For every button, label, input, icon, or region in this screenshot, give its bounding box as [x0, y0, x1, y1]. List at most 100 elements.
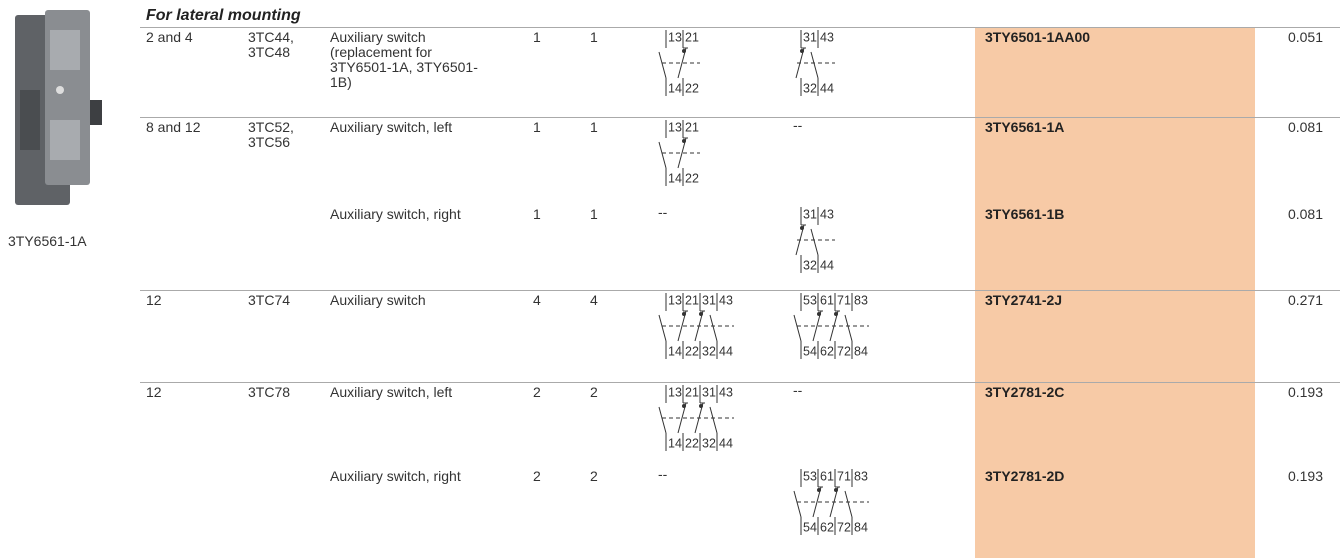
row-separator — [140, 117, 1340, 118]
terminal-label: 54 — [803, 344, 817, 358]
terminal-label: 43 — [719, 293, 733, 307]
order-number: 3TY6561-1A — [985, 119, 1065, 135]
nc-blade — [677, 137, 687, 169]
terminal-label: 43 — [719, 385, 733, 399]
no-count: 1 — [533, 119, 541, 135]
terminal-label: 72 — [837, 520, 851, 534]
nc-dot — [699, 312, 703, 316]
no-blade — [709, 314, 718, 342]
description: Auxiliary switch, right — [330, 468, 461, 484]
sizes: 12 — [146, 384, 162, 400]
nc-blade — [694, 402, 704, 434]
terminal-label: 31 — [803, 207, 817, 221]
terminal-label: 31 — [702, 385, 716, 399]
nc-blade — [812, 486, 822, 518]
terminal-label: 13 — [668, 30, 682, 44]
no-blade — [658, 314, 667, 342]
nc-count: 1 — [590, 119, 598, 135]
no-blade — [793, 314, 802, 342]
order-number: 3TY6501-1AA00 — [985, 29, 1091, 45]
terminal-label: 44 — [820, 258, 834, 272]
row-separator — [140, 27, 1340, 28]
contact-diagram: 13 14 21 22 31 32 43 44 — [658, 385, 734, 451]
description: Auxiliary switch (replacement for 3TY650… — [330, 29, 478, 90]
product-image — [15, 10, 102, 205]
nc-blade — [829, 310, 839, 342]
contact-diagram: 13 14 21 22 — [658, 30, 700, 96]
description: Auxiliary switch, left — [330, 384, 453, 400]
terminal-label: 54 — [803, 520, 817, 534]
sizes: 2 and 4 — [146, 29, 193, 45]
no-count: 1 — [533, 29, 541, 45]
nc-count: 4 — [590, 292, 598, 308]
nc-blade — [677, 47, 687, 79]
terminal-label: 21 — [685, 293, 699, 307]
no-blade — [709, 406, 718, 434]
contact-diagram: 13 14 21 22 31 32 43 44 — [658, 293, 734, 359]
nc-dot — [817, 312, 821, 316]
terminal-label: 44 — [719, 344, 733, 358]
terminal-label: 71 — [837, 293, 851, 307]
terminal-label: 53 — [803, 293, 817, 307]
terminal-label: 21 — [685, 30, 699, 44]
contact-diagram: 13 14 21 22 — [658, 120, 700, 186]
contactors: 3TC44, 3TC48 — [248, 29, 294, 60]
nc-blade — [795, 47, 805, 79]
terminal-label: 32 — [803, 258, 817, 272]
contactors: 3TC52, 3TC56 — [248, 119, 294, 150]
terminal-label: 14 — [668, 171, 682, 185]
terminal-label: 14 — [668, 344, 682, 358]
row-separator — [140, 382, 1340, 383]
terminal-label: 84 — [854, 520, 868, 534]
weight: 0.081 — [1287, 206, 1323, 222]
terminal-label: 22 — [685, 81, 699, 95]
contactors: 3TC78 — [248, 384, 291, 400]
terminal-label: 13 — [668, 293, 682, 307]
contact-diagram: 31 32 43 44 — [795, 207, 835, 273]
contact-diagram: 53 54 61 62 71 72 83 84 — [793, 469, 869, 535]
nc-count: 2 — [590, 468, 598, 484]
nc-count: 2 — [590, 384, 598, 400]
terminal-label: 62 — [820, 520, 834, 534]
weight: 0.051 — [1287, 29, 1323, 45]
nc-blade — [829, 486, 839, 518]
order-number: 3TY2781-2C — [985, 384, 1065, 400]
no-blade — [810, 51, 819, 79]
terminal-label: 21 — [685, 120, 699, 134]
nc-dot — [682, 312, 686, 316]
terminal-label: 44 — [820, 81, 834, 95]
terminal-label: 31 — [803, 30, 817, 44]
no-blade — [844, 490, 853, 518]
row-separator — [140, 290, 1340, 291]
nc-blade — [677, 310, 687, 342]
no-blade — [844, 314, 853, 342]
nc-dot — [682, 404, 686, 408]
terminal-label: 43 — [820, 207, 834, 221]
terminal-label: 32 — [702, 344, 716, 358]
description: Auxiliary switch, left — [330, 119, 453, 135]
no-count: 4 — [533, 292, 541, 308]
terminal-label: 14 — [668, 436, 682, 450]
nc-dot — [817, 488, 821, 492]
terminal-label: 72 — [837, 344, 851, 358]
weight: 0.271 — [1287, 292, 1323, 308]
diagram-none: -- — [658, 204, 668, 220]
nc-dot — [800, 226, 804, 230]
contactors: 3TC74 — [248, 292, 291, 308]
no-blade — [793, 490, 802, 518]
terminal-label: 22 — [685, 344, 699, 358]
diagram-none: -- — [793, 382, 803, 398]
terminal-label: 22 — [685, 436, 699, 450]
terminal-label: 84 — [854, 344, 868, 358]
description: Auxiliary switch — [330, 292, 426, 308]
no-blade — [658, 406, 667, 434]
contact-diagram: 53 54 61 62 71 72 83 84 — [793, 293, 869, 359]
contact-diagram: 31 32 43 44 — [795, 30, 835, 96]
weight: 0.081 — [1287, 119, 1323, 135]
nc-dot — [682, 49, 686, 53]
nc-blade — [812, 310, 822, 342]
terminal-label: 71 — [837, 469, 851, 483]
weight: 0.193 — [1287, 384, 1323, 400]
terminal-label: 21 — [685, 385, 699, 399]
